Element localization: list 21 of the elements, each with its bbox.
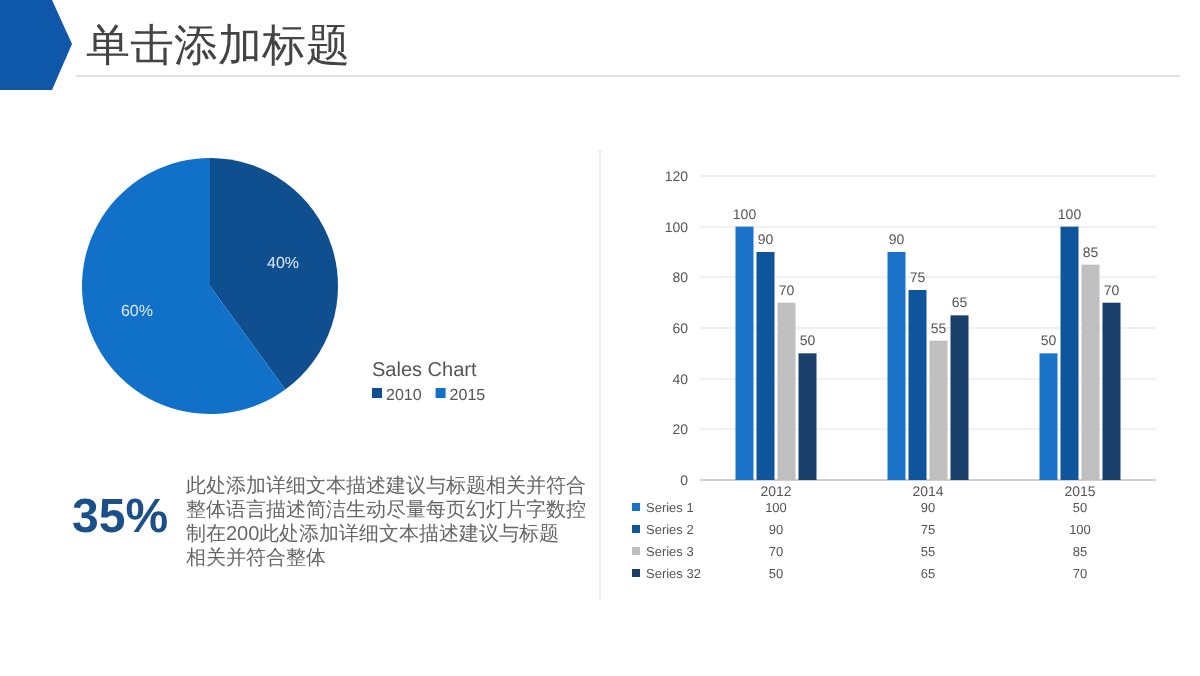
- bar: [798, 353, 817, 480]
- data-label: 40%: [267, 254, 300, 273]
- pie-slice: [210, 158, 338, 390]
- legend-label: 2010: [386, 386, 423, 404]
- bar: [950, 315, 969, 480]
- bar: [735, 226, 754, 480]
- text: 此处添加详细文本描述建议与标题相关并符合整体语言描述简洁生动尽量每页幻灯片字数控制在200此处添加详细文本描述建议与标题相关并符合整体: [186, 474, 586, 570]
- data-label: 60%: [120, 301, 153, 320]
- text: 35%: [72, 490, 169, 544]
- bar: [1060, 226, 1079, 480]
- bar: [777, 302, 796, 480]
- text: Sales Chart: [372, 360, 477, 382]
- legend-label: 2015: [449, 386, 487, 404]
- text: 单击添加标题: [86, 20, 350, 70]
- bar: [908, 290, 927, 480]
- bar: [1081, 264, 1100, 480]
- bar: [1102, 302, 1121, 480]
- bar: [1039, 353, 1058, 480]
- bar: [756, 252, 775, 480]
- bar: [887, 252, 906, 480]
- bar: [929, 340, 948, 480]
